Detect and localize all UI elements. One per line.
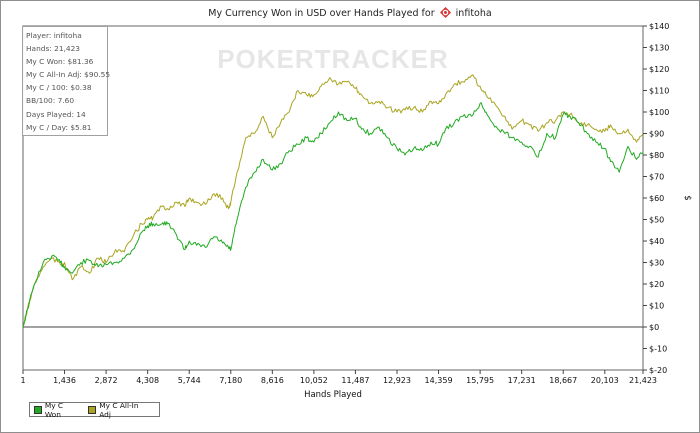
x-tick-label: 5,744: [178, 376, 201, 385]
y-tick-label: $60: [649, 194, 664, 203]
series-line-won: [22, 102, 644, 328]
stat-won: My C Won: $81.36: [26, 57, 94, 67]
x-tick-label: 17,231: [508, 376, 536, 385]
x-tick-label: 8,616: [261, 376, 284, 385]
stat-player: Player: infitoha: [26, 31, 82, 40]
y-tick-label: $30: [649, 259, 664, 268]
stat-bb-100: BB/100: 7.60: [26, 96, 75, 106]
x-tick-label: 10,052: [300, 376, 328, 385]
y-tick-label: $0: [649, 323, 659, 332]
y-tick-label: $-20: [649, 366, 667, 375]
x-tick-label: 1: [20, 376, 25, 385]
x-tick-label: 12,923: [383, 376, 411, 385]
series-line-allin-adj: [22, 74, 644, 328]
y-tick-label: $-10: [649, 345, 667, 354]
y-tick-label: $120: [649, 65, 669, 74]
y-tick-label: $80: [649, 151, 664, 160]
y-tick-label: $70: [649, 173, 664, 182]
stats-info-box: Player: infitoha Hands: 21,423 My C Won:…: [22, 26, 111, 136]
legend-swatch-allin: [88, 405, 97, 414]
stat-per-100: My C / 100: $0.38: [26, 83, 92, 93]
y-tick-label: $130: [649, 44, 669, 53]
legend-label-allin: My C All-In Adj: [99, 400, 139, 419]
x-tick-label: 11,487: [341, 376, 369, 385]
x-tick-label: 1,436: [53, 376, 76, 385]
chart-title-text: My Currency Won in USD over Hands Played…: [208, 8, 435, 19]
y-tick-label: $50: [649, 216, 664, 225]
legend-label-won: My C Won: [44, 400, 64, 419]
y-tick-label: $90: [649, 130, 664, 139]
x-tick-label: 2,872: [95, 376, 118, 385]
y-tick-label: $40: [649, 237, 664, 246]
x-tick-label: 15,795: [466, 376, 494, 385]
legend: My C Won My C All-In Adj: [29, 401, 160, 419]
pokerstars-logo-icon: [439, 7, 451, 18]
y-tick-label: $110: [649, 87, 669, 96]
x-tick-label: 21,423: [629, 376, 657, 385]
x-tick-label: 20,103: [591, 376, 619, 385]
x-tick-label: 18,667: [549, 376, 577, 385]
watermark-text: POKERTRACKER: [217, 44, 449, 74]
legend-item-won: My C Won: [34, 401, 80, 419]
x-axis-label: Hands Played: [304, 390, 362, 400]
stat-per-day: My C / Day: $5.81: [26, 122, 92, 132]
chart-title: My Currency Won in USD over Hands Played…: [0, 7, 700, 19]
player-name: infitoha: [455, 8, 492, 19]
x-tick-label: 7,180: [219, 376, 242, 385]
legend-swatch-won: [34, 405, 42, 414]
y-tick-label: $100: [649, 108, 669, 117]
stat-allin-adj: My C All-In Adj: $90.55: [26, 70, 111, 80]
x-tick-label: 14,359: [425, 376, 453, 385]
x-tick-label: 4,308: [136, 376, 159, 385]
y-tick-label: $10: [649, 302, 664, 311]
y-axis-label: $: [682, 195, 692, 200]
stat-days: Days Played: 14: [26, 109, 86, 119]
stat-hands: Hands: 21,423: [26, 44, 81, 54]
y-tick-label: $20: [649, 280, 664, 289]
legend-item-allin: My C All-In Adj: [88, 401, 151, 419]
plot-area: [22, 25, 644, 371]
y-tick-label: $140: [649, 22, 669, 31]
